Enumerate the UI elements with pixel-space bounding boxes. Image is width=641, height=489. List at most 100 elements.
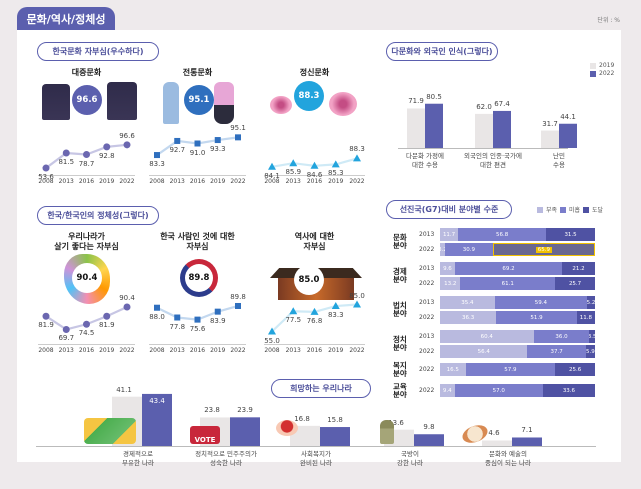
legend-swatch bbox=[560, 206, 566, 213]
data-point bbox=[289, 307, 298, 315]
field-label: 경제 분야 bbox=[393, 267, 407, 285]
x-tick-label: 2016 bbox=[306, 178, 323, 185]
field-label: 법치 분야 bbox=[393, 301, 407, 319]
data-label: 16.8 bbox=[294, 414, 310, 423]
legend-swatch bbox=[590, 70, 596, 77]
x-tick-label: 2008 bbox=[38, 347, 54, 354]
data-label: 81.9 bbox=[98, 321, 115, 330]
stacked-bar: 56.4 37.7 5.9 bbox=[440, 345, 595, 358]
legend-label: 부족 bbox=[546, 207, 558, 214]
data-point bbox=[353, 300, 361, 308]
unit-label: 단위 : % bbox=[597, 17, 620, 24]
data-label: 91.0 bbox=[189, 148, 206, 157]
data-point bbox=[235, 302, 241, 309]
legend-label: 2022 bbox=[599, 70, 615, 77]
legend-label: 2019 bbox=[599, 62, 615, 69]
year-label: 2022 bbox=[419, 348, 435, 355]
data-label: 84.1 bbox=[264, 171, 280, 180]
hanbok-woman-illustration bbox=[214, 82, 234, 124]
data-label: 23.8 bbox=[204, 406, 220, 415]
stacked-bar: 9.4 57.0 33.6 bbox=[440, 384, 595, 397]
value-badge: 85.0 bbox=[294, 265, 324, 295]
kpop-group-illustration bbox=[42, 84, 70, 120]
legend-label: 도달 bbox=[592, 207, 604, 214]
bar-segment: 65.9 bbox=[492, 243, 595, 256]
data-label: 69.7 bbox=[58, 334, 75, 343]
field-label: 정치 분야 bbox=[393, 335, 407, 353]
bar bbox=[414, 434, 444, 446]
bar bbox=[290, 425, 320, 446]
bar bbox=[407, 108, 425, 148]
kpop-group-illustration bbox=[107, 82, 137, 120]
bar-segment: 25.6 bbox=[555, 363, 595, 376]
data-point bbox=[42, 164, 50, 172]
x-tick-label: 2016 bbox=[306, 347, 323, 354]
x-tick-label: 2008 bbox=[38, 178, 54, 185]
panel-title: 한국 사람인 것에 대한 자부심 bbox=[160, 232, 235, 251]
legend-label: 미흡 bbox=[569, 207, 581, 214]
bar-segment: 11.8 bbox=[576, 311, 595, 324]
value-badge: 95.1 bbox=[184, 85, 214, 115]
data-label: 55.0 bbox=[264, 336, 280, 345]
stacked-bar: 13.2 61.1 25.7 bbox=[440, 277, 595, 290]
data-point bbox=[103, 143, 111, 151]
year-label: 2022 bbox=[419, 366, 435, 373]
bar-segment: 33.6 bbox=[542, 384, 595, 397]
bar-segment: 9.6 bbox=[440, 262, 455, 275]
data-label: 92.8 bbox=[98, 151, 115, 160]
x-tick-label: 2008 bbox=[149, 347, 165, 354]
value-badge: 88.3 bbox=[294, 81, 324, 111]
bar-segment: 3.5 bbox=[589, 330, 595, 343]
legend-item: 부족 bbox=[537, 205, 557, 214]
data-point bbox=[331, 302, 340, 310]
x-tick-label: 2013 bbox=[58, 178, 74, 185]
bar-segment: 5.2 bbox=[586, 296, 595, 309]
x-tick-label: 2016 bbox=[189, 178, 206, 185]
panel-title: 정신문화 bbox=[299, 68, 330, 77]
data-point bbox=[194, 316, 201, 323]
data-label: 85.0 bbox=[349, 291, 365, 300]
data-label: 7.1 bbox=[521, 426, 533, 435]
x-tick-label: 2019 bbox=[328, 178, 344, 185]
data-point bbox=[62, 149, 70, 157]
x-tick-label: 2022 bbox=[349, 347, 365, 354]
data-point bbox=[310, 161, 319, 169]
category-label: 경제적으로 부유한 나라 bbox=[122, 450, 154, 467]
bar-segment: 56.8 bbox=[458, 228, 547, 241]
x-tick-label: 2013 bbox=[169, 178, 185, 185]
x-tick-label: 2022 bbox=[119, 347, 135, 354]
x-tick-label: 2019 bbox=[210, 347, 226, 354]
data-label: 23.9 bbox=[237, 406, 253, 415]
bar-segment: 57.0 bbox=[454, 384, 543, 397]
bar bbox=[482, 440, 512, 446]
bar bbox=[230, 417, 260, 446]
bar-segment: 57.9 bbox=[465, 363, 556, 376]
stacked-bar: 60.4 36.0 3.5 bbox=[440, 330, 595, 343]
x-tick-label: 2016 bbox=[189, 347, 206, 354]
data-label: 85.3 bbox=[327, 169, 344, 178]
data-label: 95.1 bbox=[230, 124, 246, 133]
panel-title: 우리나라가 살기 좋다는 자부심 bbox=[54, 232, 119, 251]
bar bbox=[559, 123, 577, 148]
data-point bbox=[235, 134, 241, 141]
data-point bbox=[123, 141, 131, 149]
category-label: 사회복지가 완비된 나라 bbox=[300, 450, 332, 467]
bar-segment: 36.3 bbox=[440, 311, 497, 324]
category-label: 외국인의 인종·국가에 대한 편견 bbox=[464, 152, 522, 169]
bar bbox=[475, 113, 493, 148]
legend-swatch bbox=[590, 62, 596, 69]
data-label: 77.8 bbox=[169, 322, 186, 331]
bar-segment: 59.4 bbox=[494, 296, 587, 309]
data-label: 15.8 bbox=[327, 416, 343, 425]
year-label: 2022 bbox=[419, 387, 435, 394]
ballot-box-illustration: VOTE bbox=[190, 426, 220, 444]
data-label: 96.6 bbox=[119, 131, 135, 140]
year-label: 2013 bbox=[419, 231, 435, 238]
bar-segment: 5.9 bbox=[585, 345, 595, 358]
data-label: 44.1 bbox=[560, 112, 576, 121]
money-stack-illustration bbox=[84, 418, 136, 444]
stacked-bar: 36.3 51.9 11.8 bbox=[440, 311, 595, 324]
data-point bbox=[268, 162, 276, 170]
data-label: 76.8 bbox=[306, 316, 323, 325]
bar-segment: 61.1 bbox=[460, 277, 556, 290]
